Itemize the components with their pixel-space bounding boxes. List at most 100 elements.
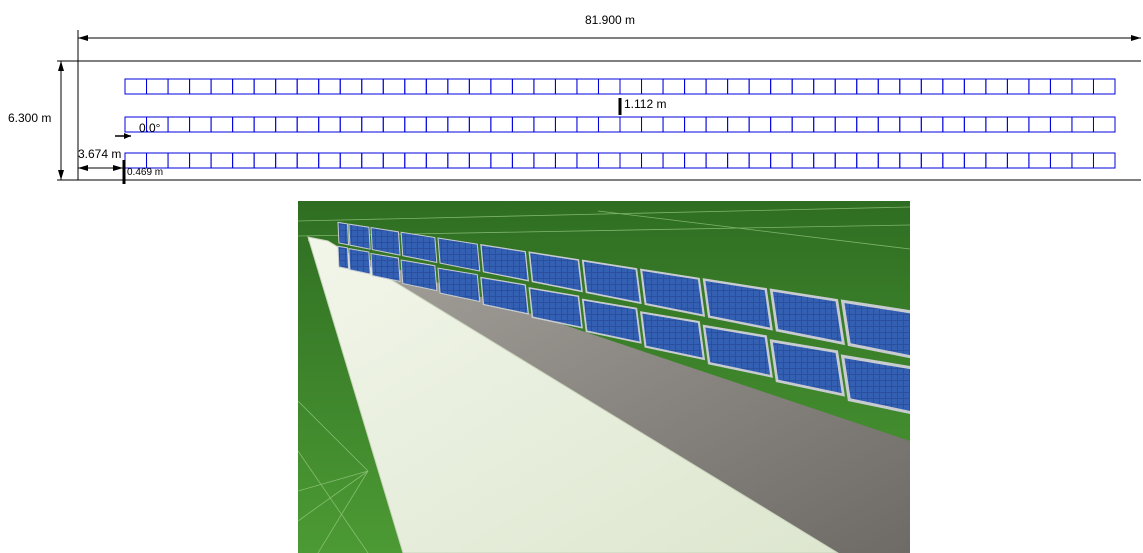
- module-cell: [985, 78, 1008, 95]
- module-cell: [727, 116, 750, 133]
- module-cell: [275, 152, 298, 169]
- module-cell: [619, 78, 643, 95]
- module-cell: [339, 78, 363, 95]
- total-width-label: 6.300 m: [8, 111, 51, 125]
- module-cell: [1049, 78, 1073, 95]
- module-cell: [210, 116, 234, 133]
- module-cell: [361, 78, 384, 95]
- module-cell: [684, 78, 707, 95]
- module-cell: [189, 152, 212, 169]
- module-cell: [404, 78, 427, 95]
- module-cell: [382, 152, 406, 169]
- module-cell: [662, 78, 686, 95]
- tilt-marker-arrow: [124, 133, 131, 139]
- module-cell: [554, 78, 578, 95]
- solar-panel: [528, 287, 583, 329]
- arrowhead-up: [58, 61, 64, 71]
- solar-panel: [337, 221, 350, 246]
- module-cell: [232, 116, 255, 133]
- module-cell: [942, 152, 965, 169]
- module-cell: [791, 152, 815, 169]
- module-cell: [210, 78, 234, 95]
- module-cell: [985, 152, 1008, 169]
- solar-panel: [840, 354, 910, 415]
- module-cell: [791, 78, 815, 95]
- module-cell: [447, 116, 470, 133]
- module-cell: [425, 116, 449, 133]
- module-cell: [662, 116, 686, 133]
- module-cell: [1092, 152, 1116, 169]
- module-cell: [834, 78, 858, 95]
- module-cell: [963, 116, 987, 133]
- module-cell: [554, 116, 578, 133]
- solar-panel: [370, 252, 401, 283]
- module-cell: [554, 152, 578, 169]
- module-cell: [253, 152, 277, 169]
- module-cell: [877, 152, 901, 169]
- solar-panel: [581, 259, 642, 305]
- module-cell: [1049, 116, 1073, 133]
- module-cell: [576, 78, 599, 95]
- module-cell: [985, 116, 1008, 133]
- module-cell: [705, 116, 729, 133]
- module-cell: [920, 116, 944, 133]
- module-cell: [899, 78, 922, 95]
- module-cell: [856, 116, 879, 133]
- module-cell: [361, 116, 384, 133]
- module-cell: [124, 152, 148, 169]
- boundary-wall: [307, 236, 839, 553]
- total-length-label: 81.900 m: [585, 13, 635, 27]
- module-cell: [877, 116, 901, 133]
- module-cell: [490, 78, 513, 95]
- solar-panel: [639, 311, 706, 361]
- module-cell: [899, 116, 922, 133]
- module-cell: [253, 78, 277, 95]
- module-cell: [533, 116, 556, 133]
- module-rows: [124, 78, 1116, 169]
- module-cell: [748, 78, 772, 95]
- module-cell: [404, 116, 427, 133]
- module-cell: [684, 152, 707, 169]
- module-cell: [167, 116, 191, 133]
- module-cell: [382, 78, 406, 95]
- module-cell: [963, 78, 987, 95]
- module-cell: [576, 152, 599, 169]
- module-cell: [942, 78, 965, 95]
- row-pitch-label: 1.112 m: [624, 97, 666, 111]
- module-cell: [1028, 152, 1051, 169]
- module-cell: [189, 116, 212, 133]
- module-cell: [253, 116, 277, 133]
- module-cell: [189, 78, 212, 95]
- solar-panel: [769, 339, 845, 397]
- solar-panel: [348, 223, 371, 250]
- side-offset-label: 3.674 m: [78, 147, 121, 161]
- module-cell: [425, 78, 449, 95]
- module-cell: [834, 116, 858, 133]
- module-cell: [770, 78, 793, 95]
- module-cell: [232, 152, 255, 169]
- module-cell: [296, 152, 320, 169]
- module-cell: [770, 116, 793, 133]
- module-cell: [296, 78, 320, 95]
- solar-panel: [400, 259, 438, 292]
- grass-grid-lines: [298, 206, 910, 553]
- solar-array-3d-view: [298, 201, 910, 553]
- module-cell: [748, 152, 772, 169]
- solar-panel: [840, 299, 910, 359]
- module-cell: [813, 152, 836, 169]
- module-cell: [1049, 152, 1073, 169]
- module-cell: [705, 78, 729, 95]
- module-cell: [597, 78, 621, 95]
- edge-gap-label: 0.469 m: [127, 167, 163, 178]
- module-cell: [318, 78, 341, 95]
- module-cell: [1028, 116, 1051, 133]
- module-cell: [1071, 78, 1094, 95]
- module-cell: [361, 152, 384, 169]
- module-cell: [146, 152, 169, 169]
- module-cell: [920, 152, 944, 169]
- solar-panel: [337, 245, 350, 270]
- module-cell: [920, 78, 944, 95]
- module-cell: [468, 116, 492, 133]
- module-cell: [597, 152, 621, 169]
- module-cell: [856, 78, 879, 95]
